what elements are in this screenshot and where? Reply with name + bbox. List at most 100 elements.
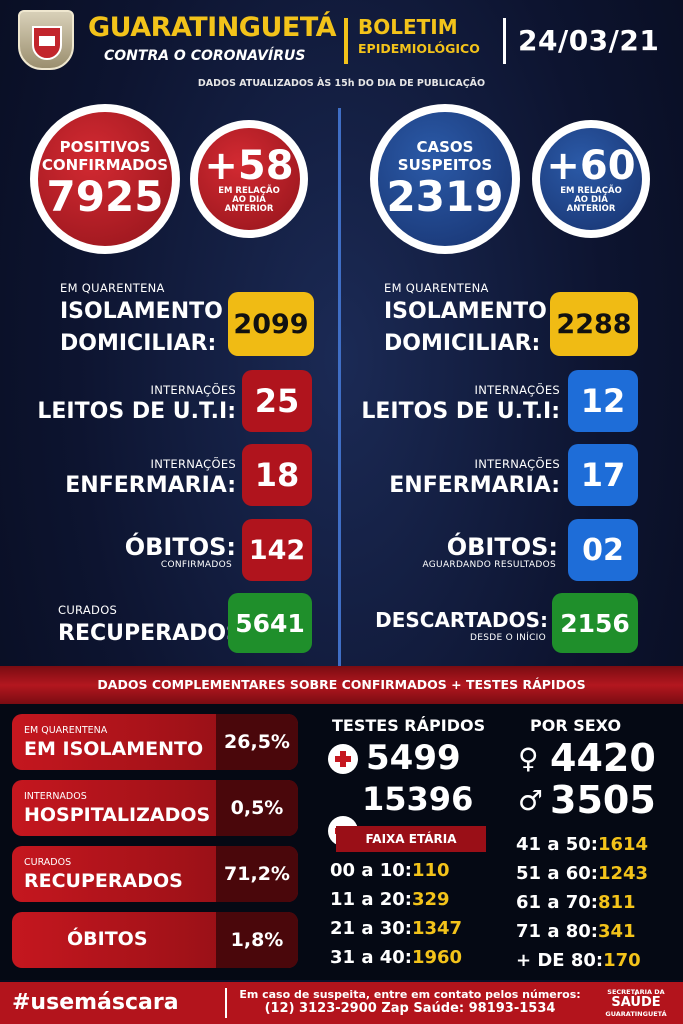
city-crest-icon xyxy=(18,10,74,70)
pct-card-label: HOSPITALIZADOS xyxy=(24,804,211,826)
delta-note: AO DIA xyxy=(574,194,608,205)
deaths-label: ÓBITOS: xyxy=(124,533,236,561)
divider xyxy=(503,18,506,64)
discarded-label: DESCARTADOS: xyxy=(375,608,548,632)
campaign-subtitle: CONTRA O CORONAVÍRUS xyxy=(104,48,306,64)
age-range-title: FAIXA ETÁRIA xyxy=(336,826,486,852)
column-divider xyxy=(338,108,341,666)
divider xyxy=(344,18,348,64)
age-row: 71 a 80:341 xyxy=(516,921,636,942)
age-value: 1243 xyxy=(597,863,649,884)
quarantine-label: ISOLAMENTO xyxy=(60,299,223,324)
ward-label: ENFERMARIA: xyxy=(389,473,560,498)
pct-card-label: EM ISOLAMENTO xyxy=(24,738,204,760)
confirmed-delta-circle: +58 EM RELAÇÃO AO DIA ANTERIOR xyxy=(190,120,308,238)
delta-note: ANTERIOR xyxy=(224,203,274,214)
quarantine-value: 2288 xyxy=(550,292,638,356)
age-range: 51 a 60: xyxy=(516,863,598,884)
age-value: 341 xyxy=(597,921,636,942)
bulletin-title: BOLETIM xyxy=(358,15,458,39)
update-note: DADOS ATUALIZADOS ÀS 15h DO DIA DE PUBLI… xyxy=(197,78,486,89)
male-icon: ♂ xyxy=(518,784,544,817)
plus-icon xyxy=(328,744,358,774)
age-value: 170 xyxy=(603,950,641,971)
delta-note: EM RELAÇÃO xyxy=(218,185,280,196)
age-value: 110 xyxy=(411,860,450,881)
age-value: 811 xyxy=(597,892,636,913)
quarantine-label: DOMICILIAR: xyxy=(384,331,541,356)
pct-card-value: 0,5% xyxy=(216,780,298,836)
age-value: 329 xyxy=(411,889,450,910)
delta-note: EM RELAÇÃO xyxy=(560,185,622,196)
ward-value: 18 xyxy=(242,444,312,506)
age-range: 61 a 70: xyxy=(516,892,598,913)
confirmed-value: 7925 xyxy=(46,172,164,221)
pct-card-small-label: CURADOS xyxy=(24,857,72,868)
contact-line: Em caso de suspeita, entre em contato pe… xyxy=(239,988,581,1001)
dept-line: SECRETARIA DA xyxy=(607,988,665,996)
pct-card-value: 71,2% xyxy=(216,846,298,902)
age-value: 1614 xyxy=(597,834,649,855)
rapid-tests-title: TESTES RÁPIDOS xyxy=(332,716,486,735)
icu-value: 25 xyxy=(242,370,312,432)
cured-label: RECUPERADOS: xyxy=(58,621,251,646)
age-range: 00 a 10: xyxy=(330,860,412,881)
suspected-label: CASOS xyxy=(416,138,474,156)
suspected-circle: CASOS SUSPEITOS 2319 xyxy=(370,104,520,254)
delta-note: ANTERIOR xyxy=(566,203,616,214)
confirmed-circle: POSITIVOS CONFIRMADOS 7925 xyxy=(30,104,180,254)
confirmed-label: POSITIVOS xyxy=(59,138,151,156)
pct-card-small-label: INTERNADOS xyxy=(24,791,87,802)
male-value: 3505 xyxy=(550,778,656,822)
quarantine-small-label: EM QUARENTENA xyxy=(60,281,165,295)
discarded-value: 2156 xyxy=(552,593,638,653)
bulletin-subtitle: EPIDEMIOLÓGICO xyxy=(358,41,480,56)
age-row: 31 a 40:1960 xyxy=(330,947,462,968)
quarantine-label: DOMICILIAR: xyxy=(60,331,217,356)
pct-card-value: 1,8% xyxy=(216,912,298,968)
icu-label: LEITOS DE U.T.I: xyxy=(37,399,236,424)
female-icon: ♀ xyxy=(518,742,539,775)
quarantine-value: 2099 xyxy=(228,292,314,356)
deaths-value: 02 xyxy=(568,519,638,581)
age-row: 61 a 70:811 xyxy=(516,892,636,913)
ward-small-label: INTERNAÇÕES xyxy=(474,457,560,471)
age-range: 11 a 20: xyxy=(330,889,412,910)
confirmed-delta: +58 xyxy=(204,142,294,189)
deaths-value: 142 xyxy=(242,519,312,581)
footer xyxy=(0,982,683,1024)
female-value: 4420 xyxy=(550,736,656,780)
ward-value: 17 xyxy=(568,444,638,506)
pct-card-small-label: EM QUARENTENA xyxy=(24,725,108,736)
suspected-delta: +60 xyxy=(546,142,636,189)
icu-value: 12 xyxy=(568,370,638,432)
ward-small-label: INTERNAÇÕES xyxy=(150,457,236,471)
age-row: 11 a 20:329 xyxy=(330,889,450,910)
pct-card-recovered: CURADOS RECUPERADOS 71,2% xyxy=(12,846,298,902)
age-row: 00 a 10:110 xyxy=(330,860,450,881)
bulletin-date: 24/03/21 xyxy=(518,24,660,57)
rapid-negative-value: 15396 xyxy=(362,780,474,818)
suspected-label: SUSPEITOS xyxy=(397,156,493,174)
discarded-small-label: DESDE O INÍCIO xyxy=(469,633,546,643)
complement-banner-text: DADOS COMPLEMENTARES SOBRE CONFIRMADOS +… xyxy=(97,677,586,692)
cured-small-label: CURADOS xyxy=(58,603,118,617)
confirmed-label: CONFIRMADOS xyxy=(41,156,169,174)
pct-card-isolation: EM QUARENTENA EM ISOLAMENTO 26,5% xyxy=(12,714,298,770)
icu-small-label: INTERNAÇÕES xyxy=(474,383,560,397)
age-row: 21 a 30:1347 xyxy=(330,918,462,939)
divider xyxy=(225,988,227,1018)
age-range: + DE 80: xyxy=(516,950,604,971)
hashtag: #usemáscara xyxy=(12,990,179,1015)
age-row: 51 a 60:1243 xyxy=(516,863,648,884)
pct-card-value: 26,5% xyxy=(216,714,298,770)
quarantine-small-label: EM QUARENTENA xyxy=(384,281,489,295)
pct-card-deaths: ÓBITOS 1,8% xyxy=(12,912,298,968)
suspected-value: 2319 xyxy=(386,172,504,221)
dept-line: GUARATINGUETÁ xyxy=(605,1010,667,1018)
city-title: GUARATINGUETÁ xyxy=(88,12,337,43)
health-dept-logo: SECRETARIA DA SAÚDE GUARATINGUETÁ xyxy=(598,988,674,1018)
age-row: + DE 80:170 xyxy=(516,950,641,971)
complement-banner: DADOS COMPLEMENTARES SOBRE CONFIRMADOS +… xyxy=(0,666,683,704)
